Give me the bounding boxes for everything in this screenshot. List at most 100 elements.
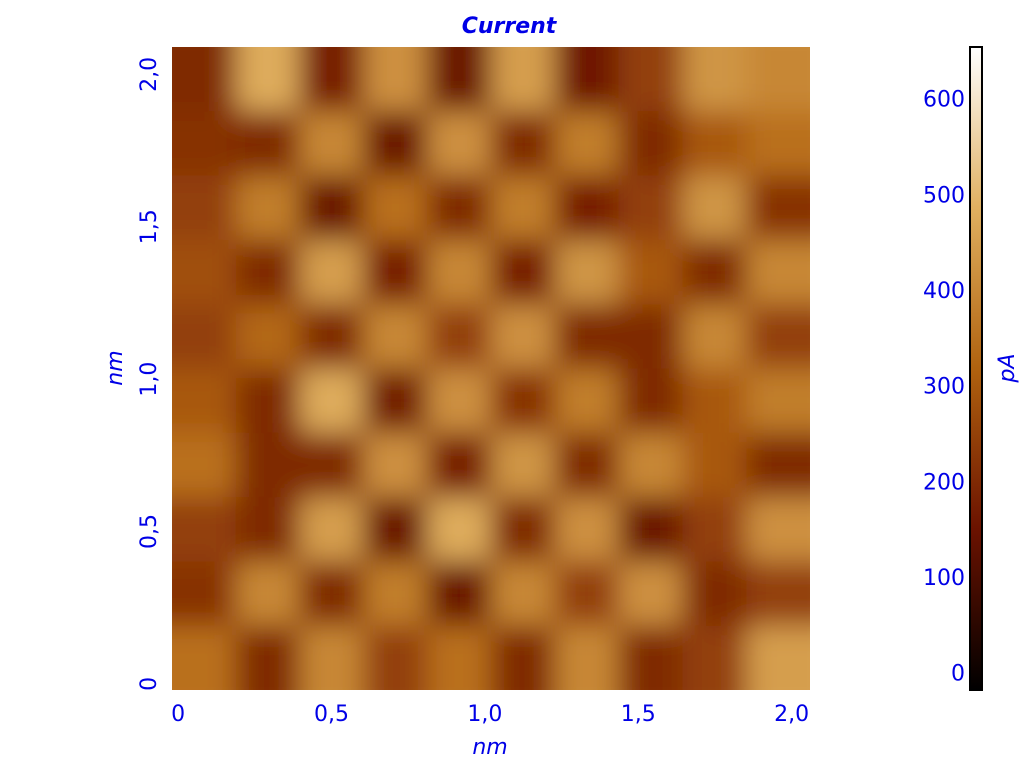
y-tick-label: 2,0: [137, 57, 162, 92]
heatmap-cell: [172, 432, 237, 498]
heatmap-cell: [427, 368, 492, 434]
heatmap-cell: [618, 432, 683, 498]
heatmap-cell: [235, 561, 301, 627]
heatmap-cell: [746, 239, 810, 305]
heatmap-cell: [427, 497, 492, 562]
colorbar-tick-label: 300: [923, 375, 965, 400]
heatmap-cell: [299, 432, 364, 498]
heatmap-cell: [427, 304, 492, 369]
colorbar-tick-label: 600: [923, 88, 965, 113]
x-tick-label: 2,0: [774, 702, 809, 727]
heatmap-cell: [235, 175, 301, 241]
heatmap-cell: [554, 304, 620, 369]
heatmap-cell: [172, 304, 237, 369]
y-axis-label: nm: [103, 350, 128, 385]
heatmap-cell: [172, 625, 237, 690]
heatmap-cell: [235, 304, 301, 369]
heatmap-cell: [363, 368, 428, 434]
heatmap-cell: [427, 239, 492, 305]
heatmap-cell: [491, 368, 556, 434]
heatmap-cell: [554, 368, 620, 434]
heatmap-cell: [235, 111, 301, 177]
heatmap-cell: [491, 47, 556, 112]
heatmap-cell: [682, 304, 747, 369]
heatmap-cell: [682, 239, 747, 305]
heatmap-cell: [746, 561, 810, 627]
heatmap-cell: [746, 175, 810, 241]
heatmap: [172, 47, 810, 690]
heatmap-cell: [427, 561, 492, 627]
x-axis-label: nm: [472, 735, 507, 760]
heatmap-cell: [235, 625, 301, 690]
heatmap-cell: [299, 497, 364, 562]
heatmap-cell: [491, 175, 556, 241]
heatmap-cell: [235, 497, 301, 562]
heatmap-cell: [363, 175, 428, 241]
heatmap-cell: [746, 304, 810, 369]
heatmap-cell: [682, 432, 747, 498]
heatmap-cell: [618, 111, 683, 177]
heatmap-cell: [554, 175, 620, 241]
heatmap-cell: [172, 111, 237, 177]
heatmap-cell: [682, 111, 747, 177]
heatmap-cell: [682, 368, 747, 434]
y-tick-label: 1,0: [137, 362, 162, 397]
heatmap-cell: [172, 497, 237, 562]
colorbar-tick-label: 200: [923, 470, 965, 495]
heatmap-cell: [299, 111, 364, 177]
heatmap-cell: [427, 175, 492, 241]
heatmap-cell: [746, 432, 810, 498]
heatmap-cell: [618, 561, 683, 627]
heatmap-cell: [554, 432, 620, 498]
x-tick-label: 0,5: [314, 702, 349, 727]
heatmap-cell: [682, 175, 747, 241]
heatmap-cell: [491, 625, 556, 690]
heatmap-cell: [363, 625, 428, 690]
x-tick-label: 1,5: [621, 702, 656, 727]
heatmap-cell: [235, 47, 301, 112]
heatmap-cell: [363, 561, 428, 627]
heatmap-cell: [618, 239, 683, 305]
colorbar-tick-label: 100: [923, 566, 965, 591]
heatmap-cell: [299, 368, 364, 434]
heatmap-cell: [172, 561, 237, 627]
heatmap-cell: [491, 239, 556, 305]
heatmap-cell: [427, 432, 492, 498]
heatmap-cell: [363, 239, 428, 305]
heatmap-cell: [554, 497, 620, 562]
heatmap-cell: [491, 497, 556, 562]
heatmap-cell: [363, 432, 428, 498]
heatmap-cell: [682, 497, 747, 562]
colorbar-tick-label: 500: [923, 183, 965, 208]
y-tick-label: 1,5: [137, 209, 162, 244]
heatmap-cell: [618, 47, 683, 112]
heatmap-cell: [363, 111, 428, 177]
heatmap-cell: [363, 47, 428, 112]
heatmap-cell: [746, 625, 810, 690]
heatmap-cell: [491, 304, 556, 369]
heatmap-cell: [235, 432, 301, 498]
heatmap-cell: [299, 561, 364, 627]
heatmap-cell: [427, 625, 492, 690]
heatmap-cell: [299, 175, 364, 241]
x-tick-label: 0: [171, 702, 185, 727]
heatmap-cell: [491, 111, 556, 177]
heatmap-cell: [554, 239, 620, 305]
heatmap-cell: [554, 47, 620, 112]
heatmap-cell: [554, 561, 620, 627]
chart-title: Current: [462, 14, 558, 39]
heatmap-cell: [172, 175, 237, 241]
heatmap-cell: [746, 497, 810, 562]
heatmap-cell: [618, 368, 683, 434]
heatmap-cell: [491, 561, 556, 627]
colorbar-tick-label: 400: [923, 279, 965, 304]
x-tick-label: 1,0: [467, 702, 502, 727]
heatmap-cell: [682, 625, 747, 690]
heatmap-cell: [235, 368, 301, 434]
heatmap-cell: [682, 561, 747, 627]
heatmap-cell: [299, 625, 364, 690]
heatmap-cell: [491, 432, 556, 498]
y-tick-label: 0: [137, 677, 162, 691]
colorbar: [969, 46, 983, 691]
